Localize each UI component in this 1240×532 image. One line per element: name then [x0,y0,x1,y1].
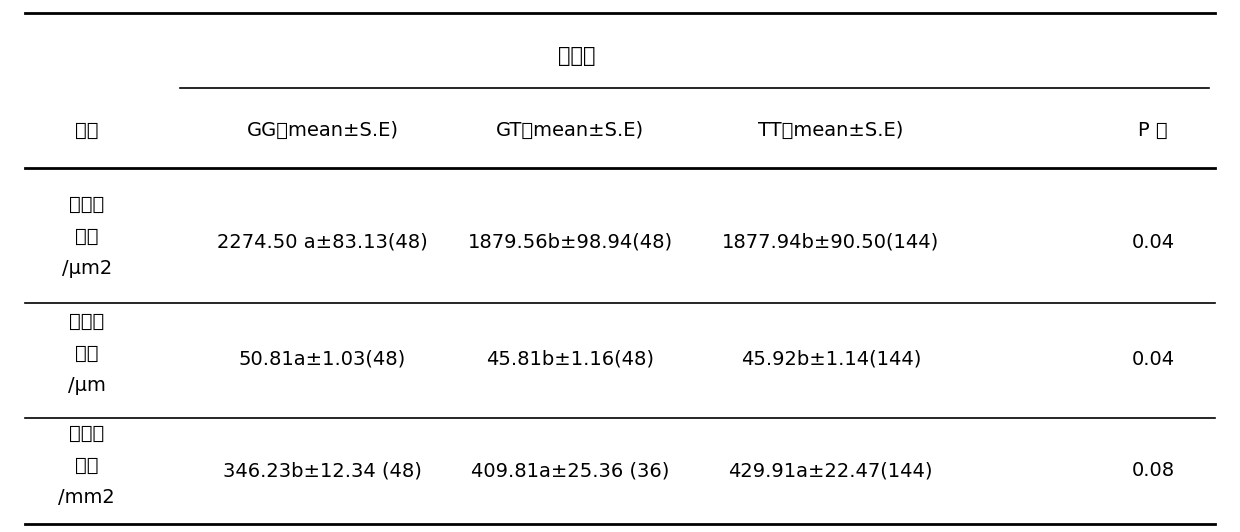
Text: 密度: 密度 [76,456,98,475]
Text: /mm2: /mm2 [58,488,115,507]
Text: 50.81a±1.03(48): 50.81a±1.03(48) [239,350,405,369]
Text: 429.91a±22.47(144): 429.91a±22.47(144) [729,461,932,480]
Text: GT（mean±S.E): GT（mean±S.E) [496,121,645,140]
Text: 肌纤维: 肌纤维 [69,312,104,331]
Text: 346.23b±12.34 (48): 346.23b±12.34 (48) [223,461,422,480]
Text: P 值: P 值 [1138,121,1168,140]
Text: 直径: 直径 [76,344,98,363]
Text: 2274.50 a±83.13(48): 2274.50 a±83.13(48) [217,232,428,252]
Text: 基因型: 基因型 [558,46,595,66]
Text: 1877.94b±90.50(144): 1877.94b±90.50(144) [722,232,940,252]
Text: GG（mean±S.E): GG（mean±S.E) [247,121,398,140]
Text: 面积: 面积 [76,227,98,246]
Text: 45.92b±1.14(144): 45.92b±1.14(144) [740,350,921,369]
Text: TT（mean±S.E): TT（mean±S.E) [758,121,904,140]
Text: 45.81b±1.16(48): 45.81b±1.16(48) [486,350,655,369]
Text: /μm2: /μm2 [62,259,112,278]
Text: 409.81a±25.36 (36): 409.81a±25.36 (36) [471,461,670,480]
Text: 肌纤维: 肌纤维 [69,195,104,214]
Text: 0.04: 0.04 [1132,232,1174,252]
Text: 0.04: 0.04 [1132,350,1174,369]
Text: 0.08: 0.08 [1132,461,1174,480]
Text: 性状: 性状 [76,121,98,140]
Text: 1879.56b±98.94(48): 1879.56b±98.94(48) [467,232,673,252]
Text: 肌纤维: 肌纤维 [69,424,104,443]
Text: /μm: /μm [68,376,105,395]
